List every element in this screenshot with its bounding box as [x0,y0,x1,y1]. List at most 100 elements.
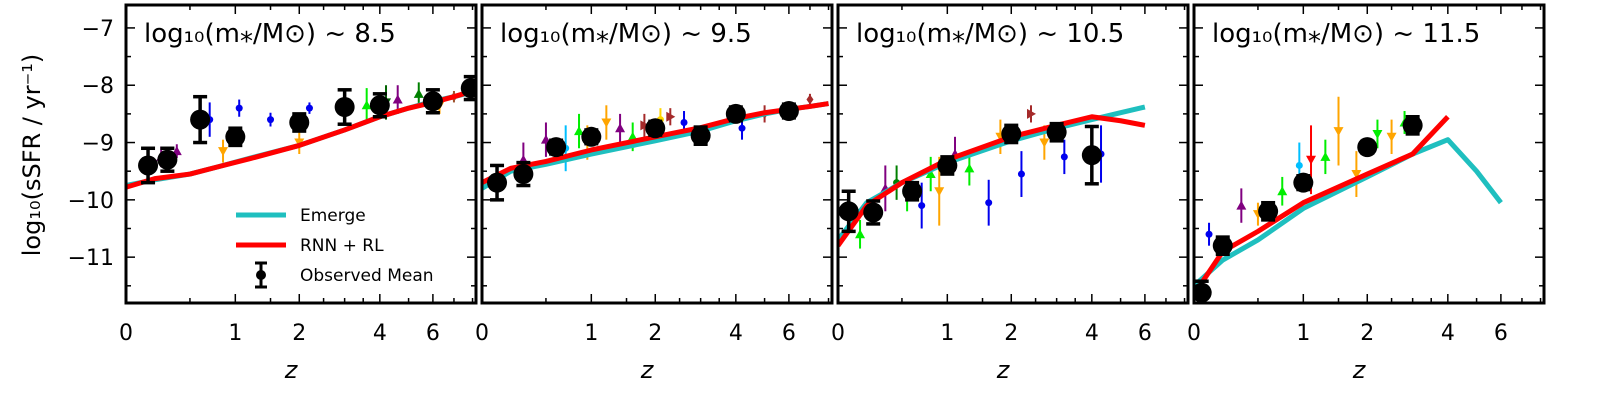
observed-mean-point [487,163,508,202]
observation-marker [1333,127,1344,137]
observation-marker [413,88,424,98]
panel-title: log₁₀(m⁎/M⊙) ~ 11.5 [1212,19,1480,49]
observed-mean-point [1046,121,1067,143]
observed-mean-point [725,103,746,124]
observation-point [1060,139,1068,175]
observation-point [413,82,424,106]
observation-point [666,108,676,126]
plot-area [838,104,1146,249]
observed-mean-point [334,88,355,126]
observed-mean-point [225,126,246,148]
observation-marker [601,118,612,128]
observation-marker [574,126,585,136]
x-tick-label: 2 [1004,321,1018,346]
observation-marker [1386,132,1397,142]
x-tick-label: 6 [782,321,796,346]
observation-point [361,88,372,123]
observed-mean-point [369,92,390,119]
observation-marker [918,202,926,210]
x-tick-label: 6 [1494,321,1508,346]
observation-marker [1320,151,1331,161]
observation-point [855,219,866,249]
observation-marker [392,94,403,104]
panel-title: log₁₀(m⁎/M⊙) ~ 9.5 [500,19,752,49]
observation-marker [305,104,313,112]
observation-point [985,179,993,226]
observation-marker [1039,138,1050,148]
y-tick-label: −7 [82,17,114,42]
plot-area [1194,96,1503,303]
observed-mean-point [1258,200,1279,222]
observation-point [806,93,814,106]
observed-mean-point [838,189,859,234]
emerge-line [1194,137,1503,288]
observation-marker [985,199,993,207]
x-tick-label: 1 [228,321,242,346]
observation-point [574,113,585,149]
x-tick-label: 2 [1360,321,1374,346]
observation-point [218,139,229,163]
observation-marker [361,100,372,110]
emerge-line [838,104,1146,242]
observation-point [267,112,275,127]
observed-mean-point [863,199,884,226]
x-tick-label: 4 [373,321,387,346]
observation-marker [267,116,275,124]
panels-layer: 0 1 2 4 6 z log₁₀(m⁎/M⊙) ~ 8.5 0 1 2 4 6 z log₁₀(m⁎/M… [68,3,1546,384]
x-tick-label: 1 [940,321,954,346]
observation-point [640,113,650,137]
observation-point [1205,222,1213,246]
x-tick-label: 0 [475,321,489,346]
observation-marker [1295,161,1303,169]
observation-marker [1017,170,1025,178]
observation-marker [925,169,936,179]
observation-marker [934,187,945,197]
observed-mean-point [1293,172,1314,193]
observation-point [1017,151,1025,197]
observation-marker [1306,155,1317,165]
panel-frame [480,3,834,305]
observation-marker [640,120,650,131]
observed-mean-point [422,88,443,115]
panel-3: 0 1 2 4 6 z log₁₀(m⁎/M⊙) ~ 10.5 [831,3,1190,384]
observation-point [615,113,626,143]
rnn-rl-line [838,114,1146,248]
observation-point [305,102,313,114]
observation-marker [1060,153,1068,161]
x-tick-label: 4 [1441,321,1455,346]
observation-point [1351,151,1362,197]
observed-mean-point [690,125,711,147]
observed-mean-point [581,126,602,147]
observation-point [1386,119,1397,154]
legend-label: RNN + RL [300,236,384,256]
observed-mean-point [1357,137,1378,158]
observation-point [1320,139,1331,175]
observed-mean-point [1194,279,1212,303]
panel-title: log₁₀(m⁎/M⊙) ~ 8.5 [144,19,396,49]
legend-label: Emerge [300,206,366,226]
observed-mean-point [190,94,211,145]
observation-marker [1205,230,1213,238]
legend-entry: Observed Mean [255,261,434,289]
y-tick-label: −8 [82,74,114,99]
legend: Emerge RNN + RL Observed Mean [236,206,434,289]
observed-mean-point [157,146,178,173]
legend-entry: Emerge [236,206,366,226]
x-tick-label: 0 [1187,321,1201,346]
x-tick-label: 2 [292,321,306,346]
x-tick-label: 0 [119,321,133,346]
x-tick-label: 1 [1296,321,1310,346]
observed-mean-point [289,112,310,133]
observation-marker [1372,129,1383,139]
plot-area [482,93,829,202]
x-axis-label: z [284,356,299,384]
observation-point [1027,105,1037,123]
observation-marker [615,123,626,133]
emerge-line [482,101,829,191]
legend-label: Observed Mean [300,266,434,286]
observed-mean-point [1212,235,1233,257]
x-axis-label: z [996,356,1011,384]
x-tick-label: 6 [1138,321,1152,346]
x-tick-label: 2 [648,321,662,346]
